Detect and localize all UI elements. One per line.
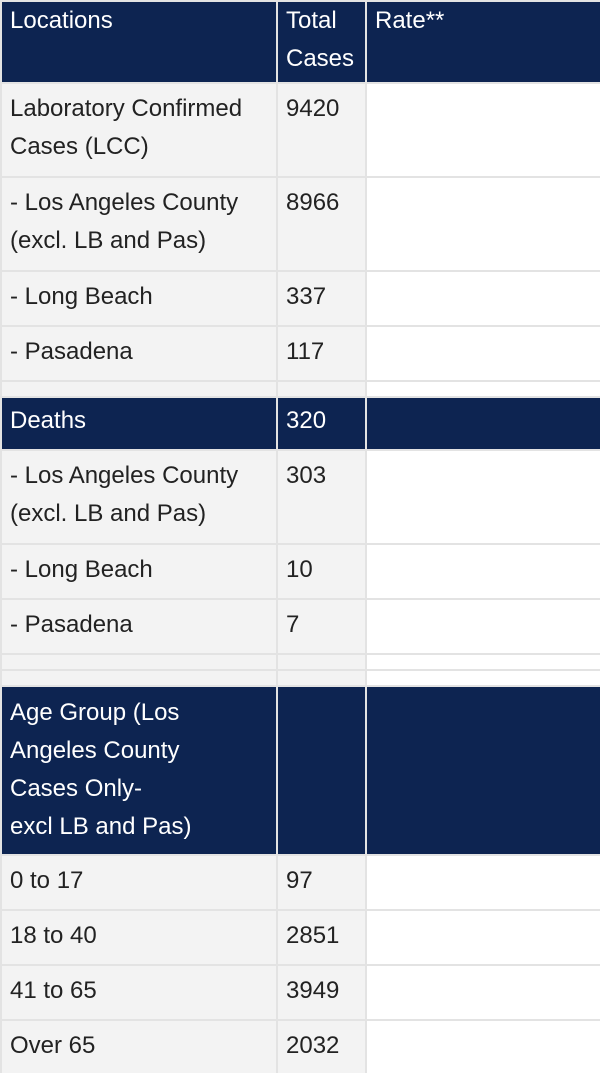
header-total-cases: Total Cases	[276, 0, 367, 84]
row-label: 0 to 17	[0, 854, 278, 911]
row-value: 10	[276, 543, 367, 600]
row-label: - Los Angeles County (excl. LB and Pas)	[0, 449, 278, 545]
table-row: - Long Beach 10	[0, 543, 600, 600]
table-row: 0 to 17 97	[0, 854, 600, 911]
row-rate	[365, 1019, 600, 1073]
row-rate	[365, 270, 600, 327]
header-locations: Locations	[0, 0, 278, 84]
row-rate	[365, 598, 600, 655]
deaths-value: 320	[276, 396, 367, 451]
age-group-header-row: Age Group (Los Angeles County Cases Only…	[0, 685, 600, 856]
table-row-lcc: Laboratory Confirmed Cases (LCC) 9420	[0, 82, 600, 178]
row-label: Laboratory Confirmed Cases (LCC)	[0, 82, 278, 178]
row-label: Over 65	[0, 1019, 278, 1073]
row-label: - Pasadena	[0, 598, 278, 655]
table-row: 18 to 40 2851	[0, 909, 600, 966]
row-rate	[365, 854, 600, 911]
row-value: 337	[276, 270, 367, 327]
spacer-cell	[276, 669, 367, 687]
table-header-row: Locations Total Cases Rate**	[0, 0, 600, 84]
spacer-cell	[365, 669, 600, 687]
row-rate	[365, 964, 600, 1021]
table-row: - Los Angeles County (excl. LB and Pas) …	[0, 449, 600, 545]
table-row: - Los Angeles County (excl. LB and Pas) …	[0, 176, 600, 272]
row-label: - Long Beach	[0, 270, 278, 327]
spacer-cell	[0, 669, 278, 687]
deaths-header-row: Deaths 320	[0, 396, 600, 451]
row-value: 9420	[276, 82, 367, 178]
age-group-value	[276, 685, 367, 856]
row-label: - Long Beach	[0, 543, 278, 600]
spacer-cell	[365, 653, 600, 671]
row-value: 3949	[276, 964, 367, 1021]
row-label: - Pasadena	[0, 325, 278, 382]
row-rate	[365, 176, 600, 272]
deaths-label: Deaths	[0, 396, 278, 451]
table-row: - Pasadena 117	[0, 325, 600, 382]
table-row: - Pasadena 7	[0, 598, 600, 655]
spacer-cell	[276, 653, 367, 671]
row-rate	[365, 909, 600, 966]
header-rate: Rate**	[365, 0, 600, 84]
age-group-label: Age Group (Los Angeles County Cases Only…	[0, 685, 278, 856]
deaths-rate	[365, 396, 600, 451]
age-group-rate	[365, 685, 600, 856]
spacer-row	[0, 669, 600, 687]
table-row: 41 to 65 3949	[0, 964, 600, 1021]
row-value: 7	[276, 598, 367, 655]
spacer-cell	[0, 380, 278, 398]
spacer-cell	[276, 380, 367, 398]
table-row: Over 65 2032	[0, 1019, 600, 1073]
row-value: 8966	[276, 176, 367, 272]
spacer-row	[0, 380, 600, 398]
spacer-cell	[0, 653, 278, 671]
row-rate	[365, 325, 600, 382]
spacer-cell	[365, 380, 600, 398]
row-value: 2851	[276, 909, 367, 966]
spacer-row	[0, 653, 600, 671]
row-rate	[365, 82, 600, 178]
row-value: 117	[276, 325, 367, 382]
row-label: 18 to 40	[0, 909, 278, 966]
table-row: - Long Beach 337	[0, 270, 600, 327]
row-label: 41 to 65	[0, 964, 278, 1021]
row-value: 97	[276, 854, 367, 911]
row-value: 2032	[276, 1019, 367, 1073]
row-label: - Los Angeles County (excl. LB and Pas)	[0, 176, 278, 272]
row-rate	[365, 543, 600, 600]
row-rate	[365, 449, 600, 545]
row-value: 303	[276, 449, 367, 545]
